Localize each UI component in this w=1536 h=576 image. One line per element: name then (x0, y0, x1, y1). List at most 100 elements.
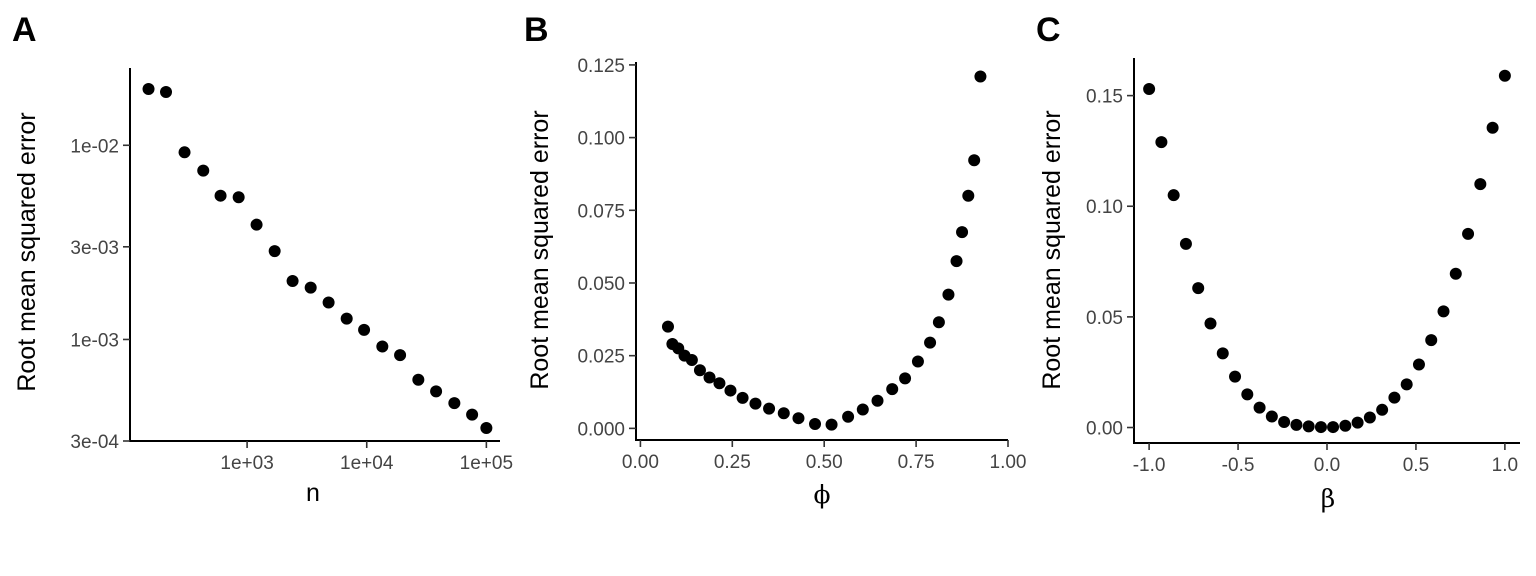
panel-b-y-axis-title: Root mean squared error (526, 110, 554, 389)
panel-a-data-point (394, 349, 407, 362)
panel-a-data-point (286, 275, 299, 288)
panel-c-data-point (1339, 419, 1352, 432)
panel-b-ticks: 0.00 0.25 0.50 0.75 1.00 0.000 0.025 0.050 0.075… (577, 56, 1026, 473)
panel-a-data-point (232, 191, 245, 204)
panel-a-data-point (214, 189, 227, 202)
panel-b-y-tick-label: 0.100 (577, 129, 625, 150)
panel-b-data-point (924, 336, 937, 349)
panel-b-data-point (713, 377, 726, 390)
panel-a-data-point (322, 296, 335, 309)
panel-a-data-point (197, 164, 210, 177)
panel-b-data-point (763, 402, 776, 415)
panel-c: C Root mean squared error β -1.0 -0.5 0.0 0… (1036, 11, 1520, 513)
panel-b-data-point (968, 154, 981, 167)
panel-b-data-point (962, 189, 975, 202)
panel-a-y-tick-label: 1e-03 (70, 330, 119, 351)
panel-a: A Root mean squared error n 1e+03 1e+04 1e… (12, 11, 513, 507)
panel-c-data-point (1363, 411, 1376, 424)
panel-c-data-point (1351, 416, 1364, 429)
panel-c-data-point (1290, 418, 1303, 431)
panel-b-data-point (749, 397, 762, 410)
panel-c-data-point (1253, 401, 1266, 414)
panel-c-data-point (1449, 267, 1462, 280)
panel-c-data-point (1265, 410, 1278, 423)
panel-c-y-tick-label: 0.10 (1086, 197, 1123, 218)
panel-b-data-point (871, 394, 884, 407)
panel-b-data-point (899, 372, 912, 385)
panel-b-y-tick-label: 0.025 (577, 347, 625, 368)
panel-c-data-point (1437, 305, 1450, 318)
panel-c-x-tick-label: 0.0 (1314, 455, 1340, 476)
panel-b-data-point (842, 410, 855, 423)
panel-b-data-point (886, 383, 899, 396)
panel-c-data-point (1474, 178, 1487, 191)
panel-b-data-point (942, 288, 955, 301)
panel-c-y-tick-label: 0.05 (1086, 308, 1123, 329)
panel-c-data-point (1388, 391, 1401, 404)
panel-c-x-tick-label: -0.5 (1222, 455, 1255, 476)
panel-b-data-point (792, 412, 805, 425)
panel-c-x-tick-label: 0.5 (1403, 455, 1429, 476)
panel-b-data-point (809, 418, 822, 431)
panel-a-letter: A (12, 11, 37, 49)
panel-b-data-point (974, 70, 987, 83)
panel-a-data-point (142, 82, 155, 95)
panel-c-data-point (1498, 69, 1511, 82)
panel-c-data-point (1400, 378, 1413, 391)
panel-b-data-point (736, 391, 749, 404)
panel-a-points (142, 82, 493, 434)
panel-c-data-point (1167, 189, 1180, 202)
panel-c-ticks: -1.0 -0.5 0.0 0.5 1.0 0.00 0.05 0.10 0.15 (1086, 87, 1518, 476)
panel-a-data-point (412, 373, 425, 386)
panel-c-data-point (1462, 227, 1475, 240)
panel-a-data-point (250, 218, 263, 231)
panel-a-y-axis-title: Root mean squared error (13, 112, 41, 391)
panel-c-data-point (1204, 317, 1217, 330)
panel-b-x-tick-label: 0.75 (898, 452, 935, 473)
panel-c-data-point (1216, 347, 1229, 360)
panel-c-x-tick-label: 1.0 (1492, 455, 1518, 476)
panel-b-y-tick-label: 0.000 (577, 419, 625, 440)
panel-c-data-point (1302, 420, 1315, 433)
panel-a-data-point (480, 421, 493, 434)
panel-c-data-point (1278, 415, 1291, 428)
panel-c-data-point (1425, 334, 1438, 347)
panel-a-data-point (340, 312, 353, 325)
panel-a-ticks: 1e+03 1e+04 1e+05 3e-04 1e-03 3e-03 1e-02 (70, 136, 513, 474)
panel-a-data-point (178, 146, 191, 159)
panel-a-data-point (358, 323, 371, 336)
panel-b-data-point (685, 354, 698, 367)
panel-c-data-point (1229, 370, 1242, 383)
panel-b-data-point (911, 355, 924, 368)
panel-a-x-tick-label: 1e+04 (340, 453, 394, 474)
panel-b-x-tick-label: 0.50 (806, 452, 843, 473)
panel-b-data-point (703, 371, 716, 384)
panel-c-data-point (1327, 421, 1340, 434)
panel-c-points (1143, 69, 1511, 434)
panel-a-data-point (430, 385, 443, 398)
panel-b-x-tick-label: 1.00 (990, 452, 1027, 473)
panel-a-y-tick-label: 3e-04 (70, 432, 119, 453)
panel-b-data-point (950, 255, 963, 268)
panel-a-y-tick-label: 1e-02 (70, 136, 119, 157)
panel-b-points (661, 70, 987, 431)
panel-b-data-point (693, 364, 706, 377)
panel-a-x-tick-label: 1e+03 (220, 453, 273, 474)
panel-b-y-tick-label: 0.050 (577, 274, 625, 295)
panel-b-y-tick-label: 0.075 (577, 201, 625, 222)
panel-c-letter: C (1036, 11, 1061, 49)
panel-c-y-tick-label: 0.00 (1086, 419, 1123, 440)
panel-a-x-tick-label: 1e+05 (460, 453, 513, 474)
panel-b-data-point (661, 320, 674, 333)
panel-c-data-point (1143, 82, 1156, 95)
panel-b-letter: B (524, 11, 549, 49)
panel-c-data-point (1376, 403, 1389, 416)
panel-a-data-point (160, 86, 173, 99)
panel-c-data-point (1192, 282, 1205, 295)
panel-c-y-axis-title: Root mean squared error (1038, 110, 1066, 389)
panel-b-data-point (956, 226, 969, 239)
panel-a-data-point (466, 408, 479, 421)
panel-a-data-point (304, 281, 317, 294)
